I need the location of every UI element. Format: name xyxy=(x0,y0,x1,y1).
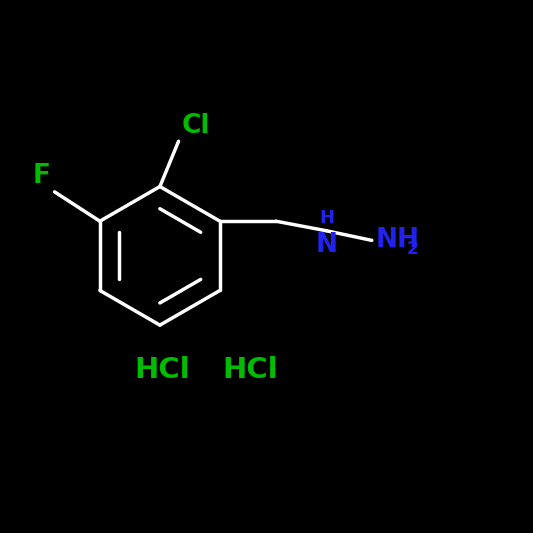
Text: F: F xyxy=(33,163,50,189)
Text: NH: NH xyxy=(376,228,420,253)
Text: HCl: HCl xyxy=(135,357,190,384)
Text: HCl: HCl xyxy=(223,357,278,384)
Text: 2: 2 xyxy=(407,240,418,258)
Text: Cl: Cl xyxy=(181,112,209,139)
Text: N: N xyxy=(316,232,337,259)
Text: H: H xyxy=(319,208,334,227)
